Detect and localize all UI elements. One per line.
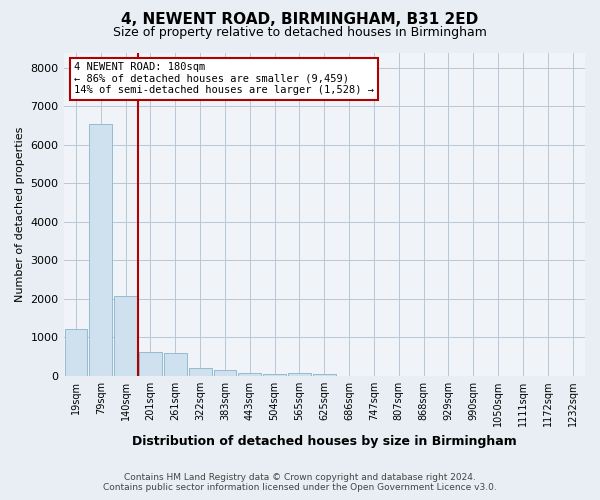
- Bar: [238, 374, 261, 376]
- Bar: [114, 296, 137, 376]
- Bar: [288, 372, 311, 376]
- Text: 4 NEWENT ROAD: 180sqm
← 86% of detached houses are smaller (9,459)
14% of semi-d: 4 NEWENT ROAD: 180sqm ← 86% of detached …: [74, 62, 374, 96]
- Bar: [188, 368, 212, 376]
- Bar: [313, 374, 335, 376]
- Y-axis label: Number of detached properties: Number of detached properties: [15, 126, 25, 302]
- Bar: [139, 352, 162, 376]
- Bar: [164, 353, 187, 376]
- Text: Contains HM Land Registry data © Crown copyright and database right 2024.
Contai: Contains HM Land Registry data © Crown c…: [103, 473, 497, 492]
- Bar: [214, 370, 236, 376]
- Bar: [263, 374, 286, 376]
- X-axis label: Distribution of detached houses by size in Birmingham: Distribution of detached houses by size …: [132, 434, 517, 448]
- Bar: [65, 329, 88, 376]
- Bar: [89, 124, 112, 376]
- Text: 4, NEWENT ROAD, BIRMINGHAM, B31 2ED: 4, NEWENT ROAD, BIRMINGHAM, B31 2ED: [121, 12, 479, 28]
- Text: Size of property relative to detached houses in Birmingham: Size of property relative to detached ho…: [113, 26, 487, 39]
